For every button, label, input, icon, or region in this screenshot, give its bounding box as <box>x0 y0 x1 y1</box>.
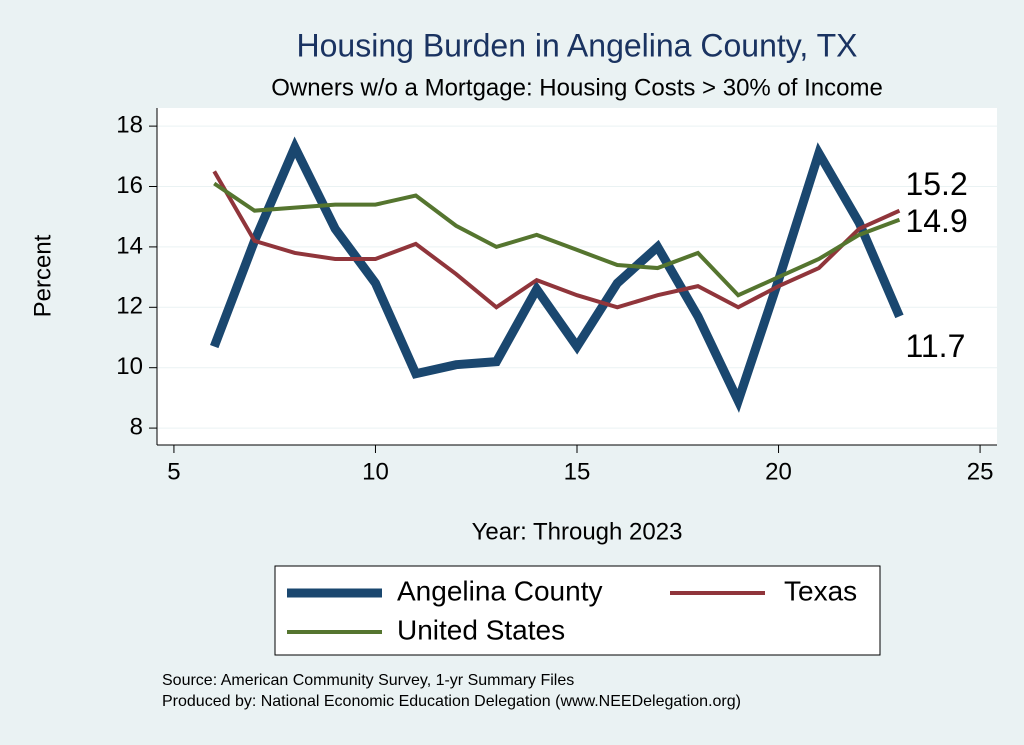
chart-subtitle: Owners w/o a Mortgage: Housing Costs > 3… <box>271 74 883 101</box>
source-note: Produced by: National Economic Education… <box>162 693 741 710</box>
y-axis-label: Percent <box>29 234 56 317</box>
x-tick-label: 5 <box>167 458 180 485</box>
y-tick-label: 10 <box>116 353 143 380</box>
y-tick-label: 12 <box>116 293 143 320</box>
source-note: Source: American Community Survey, 1-yr … <box>162 672 574 689</box>
end-value-label: 15.2 <box>905 166 967 202</box>
plot-area <box>157 108 997 445</box>
x-axis-label: Year: Through 2023 <box>472 518 683 545</box>
x-tick-label: 15 <box>564 458 591 485</box>
series-line <box>212 170 901 310</box>
x-tick-label: 10 <box>362 458 389 485</box>
x-tick-label: 20 <box>765 458 792 485</box>
y-tick-label: 8 <box>130 413 143 440</box>
y-tick-label: 18 <box>116 111 143 138</box>
end-value-label: 14.9 <box>905 203 967 239</box>
y-tick-label: 16 <box>116 172 143 199</box>
series-line <box>210 136 904 413</box>
end-value-label: 11.7 <box>905 328 965 364</box>
legend-label: Angelina County <box>397 575 602 606</box>
legend-box <box>274 565 881 656</box>
legend-label: United States <box>397 614 565 645</box>
legend-label: Texas <box>784 575 857 606</box>
series-line <box>213 181 901 298</box>
y-tick-label: 14 <box>116 232 143 259</box>
x-tick-label: 25 <box>967 458 994 485</box>
chart-title: Housing Burden in Angelina County, TX <box>297 27 858 63</box>
